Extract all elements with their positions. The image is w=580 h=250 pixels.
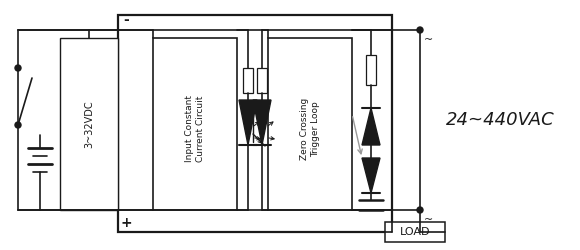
Text: -: - bbox=[123, 13, 129, 27]
Bar bbox=[268, 38, 352, 210]
Polygon shape bbox=[253, 100, 271, 145]
Bar bbox=[243, 68, 253, 93]
Text: 24~440VAC: 24~440VAC bbox=[445, 111, 554, 129]
Circle shape bbox=[15, 122, 21, 128]
Bar bbox=[118, 15, 392, 232]
Polygon shape bbox=[362, 108, 380, 145]
Bar bbox=[385, 222, 445, 242]
Polygon shape bbox=[362, 158, 380, 193]
Circle shape bbox=[417, 207, 423, 213]
Bar bbox=[257, 68, 267, 93]
Text: +: + bbox=[120, 216, 132, 230]
Text: 3~32VDC: 3~32VDC bbox=[84, 100, 94, 148]
Text: ~: ~ bbox=[424, 215, 433, 225]
Polygon shape bbox=[239, 100, 257, 145]
Text: LOAD: LOAD bbox=[400, 227, 430, 237]
Text: Zero Crossing
Trigger Loop: Zero Crossing Trigger Loop bbox=[300, 98, 320, 160]
Bar bbox=[153, 38, 237, 210]
Bar bbox=[366, 55, 376, 85]
Text: Input Constant
Current Circuit: Input Constant Current Circuit bbox=[184, 96, 205, 162]
Circle shape bbox=[15, 65, 21, 71]
Bar bbox=[60, 38, 118, 210]
Circle shape bbox=[417, 27, 423, 33]
Text: ~: ~ bbox=[424, 35, 433, 45]
